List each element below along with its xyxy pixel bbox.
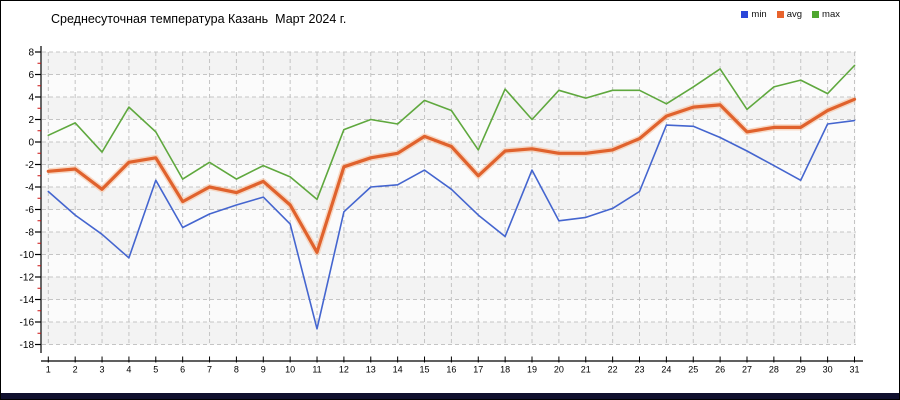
x-day-label: 5 [153,365,158,375]
y-tick-label: 6 [28,70,34,81]
x-day-label: 4 [126,365,131,375]
x-day-label: 11 [312,365,321,375]
x-day-label: 20 [554,365,564,375]
plot-stripe [42,164,856,187]
y-tick-label: -14 [20,295,35,306]
legend-item-max: max [812,10,840,20]
y-tick-label: 8 [28,48,34,59]
min-temperature-line [47,119,856,330]
y-tick-label: 4 [28,93,34,104]
legend-label: max [822,9,840,20]
x-day-label: 2 [73,365,78,375]
x-day-label: 3 [100,365,105,375]
y-tick-label: -18 [20,340,35,351]
x-day-label: 6 [180,365,185,375]
y-tick-label: 0 [28,138,34,149]
x-day-label: 22 [608,365,618,375]
y-tick-label: -12 [20,273,35,284]
x-day-label: 30 [823,365,833,375]
legend: min avg max [741,10,840,20]
avg-temperature-line [46,97,857,254]
y-tick-label: 2 [28,115,34,126]
x-day-label: 12 [339,365,349,375]
legend-item-avg: avg [776,9,803,20]
legend-label: avg [786,9,803,20]
plot-stripe [42,52,856,75]
avg-series-color-swatch [776,11,784,19]
x-day-label: 10 [285,365,295,375]
x-day-label: 9 [261,365,266,375]
x-day-label: 31 [849,365,859,375]
plot-stripe [42,97,856,120]
y-tick-label: -10 [20,250,35,261]
x-day-label: 19 [527,365,537,375]
plot-stripe [42,299,856,322]
legend-label: min [751,9,767,20]
x-day-label: 17 [473,365,483,375]
x-day-label: 28 [769,365,779,375]
x-day-label: 8 [234,365,239,375]
x-day-label: 29 [796,365,806,375]
x-day-label: 26 [715,365,725,375]
x-day-label: 15 [420,365,430,375]
y-tick-label: -2 [25,160,34,171]
x-day-label: 21 [581,365,591,375]
x-day-label: 14 [393,365,403,375]
plot-stripe [42,322,856,345]
x-day-label: 13 [366,365,376,375]
footer-bar [1,393,899,399]
chart-title: Среднесуточная температура Казань Март 2… [51,12,347,26]
plot-stripe [42,232,856,255]
y-tick-label: -4 [25,183,34,194]
x-day-label: 7 [207,365,212,375]
y-tick-label: -16 [20,318,35,329]
x-day-label: 24 [661,365,671,375]
min-series-color-swatch [741,11,749,19]
y-tick-label: -6 [25,205,34,216]
max-temperature-line [47,64,856,201]
x-day-label: 1 [46,365,51,375]
x-day-label: 27 [742,365,752,375]
x-day-label: 25 [688,365,698,375]
legend-item-min: min [741,9,767,20]
plot-stripe [42,187,856,210]
x-day-label: 23 [634,365,644,375]
plot-stripe [42,209,856,232]
plot-stripe [42,277,856,300]
plot-stripe [42,74,856,97]
plot-stripe [42,254,856,277]
x-day-label: 16 [446,365,456,375]
max-series-color-swatch [812,11,820,19]
x-day-label: 18 [500,365,510,375]
y-tick-label: -8 [25,228,34,239]
